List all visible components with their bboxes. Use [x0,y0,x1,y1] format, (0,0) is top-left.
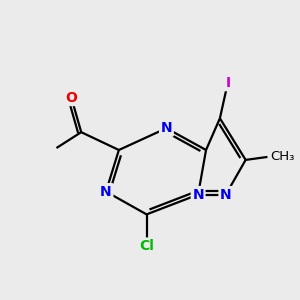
Text: Cl: Cl [139,239,154,253]
Text: N: N [220,188,232,202]
Text: N: N [192,188,204,202]
Text: CH₃: CH₃ [270,150,295,164]
Text: O: O [65,91,77,104]
Text: N: N [100,184,112,199]
Text: N: N [160,121,172,135]
Text: I: I [225,76,230,90]
